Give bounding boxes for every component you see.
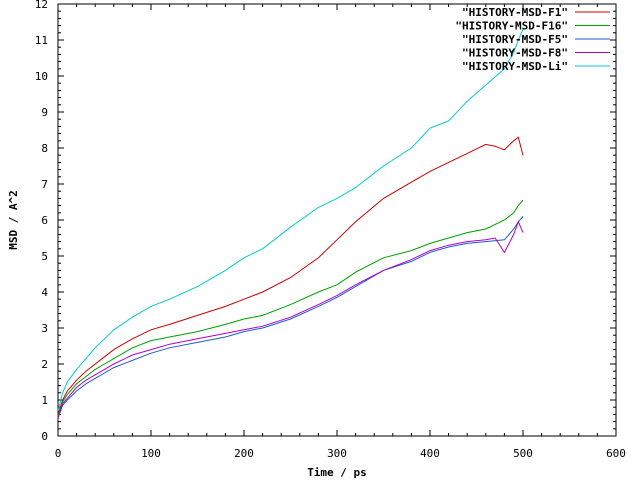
- x-tick-label: 400: [420, 447, 440, 460]
- x-tick-label: 0: [55, 447, 62, 460]
- series-lines: [57, 29, 524, 419]
- y-tick-label: 4: [41, 286, 48, 299]
- x-tick-label: 300: [327, 447, 347, 460]
- series-line-4: [57, 29, 524, 411]
- legend-label-2: "HISTORY-MSD-F5": [462, 33, 568, 46]
- x-axis-label: Time / ps: [307, 466, 367, 479]
- y-tick-label: 11: [35, 34, 48, 47]
- y-tick-label: 3: [41, 322, 48, 335]
- series-line-0: [57, 136, 524, 415]
- legend: "HISTORY-MSD-F1""HISTORY-MSD-F16""HISTOR…: [455, 6, 610, 73]
- y-tick-label: 1: [41, 394, 48, 407]
- x-tick-label: 100: [141, 447, 161, 460]
- y-tick-label: 8: [41, 142, 48, 155]
- y-tick-label: 12: [35, 0, 48, 11]
- series-line-3: [57, 220, 524, 419]
- y-tick-label: 2: [41, 358, 48, 371]
- y-tick-label: 5: [41, 250, 48, 263]
- legend-label-1: "HISTORY-MSD-F16": [455, 20, 568, 33]
- x-tick-label: 200: [234, 447, 254, 460]
- y-tick-label: 9: [41, 106, 48, 119]
- y-tick-label: 10: [35, 70, 48, 83]
- y-tick-label: 7: [41, 178, 48, 191]
- y-tick-label: 0: [41, 430, 48, 443]
- legend-label-3: "HISTORY-MSD-F8": [462, 47, 568, 60]
- y-tick-label: 6: [41, 214, 48, 227]
- series-line-1: [57, 199, 524, 417]
- series-line-2: [57, 216, 524, 419]
- axis-ticks: [57, 3, 617, 437]
- x-tick-label: 600: [606, 447, 626, 460]
- x-tick-label: 500: [513, 447, 533, 460]
- legend-label-0: "HISTORY-MSD-F1": [462, 6, 568, 19]
- legend-label-4: "HISTORY-MSD-Li": [462, 60, 568, 73]
- y-axis-label: MSD / A^2: [7, 190, 20, 250]
